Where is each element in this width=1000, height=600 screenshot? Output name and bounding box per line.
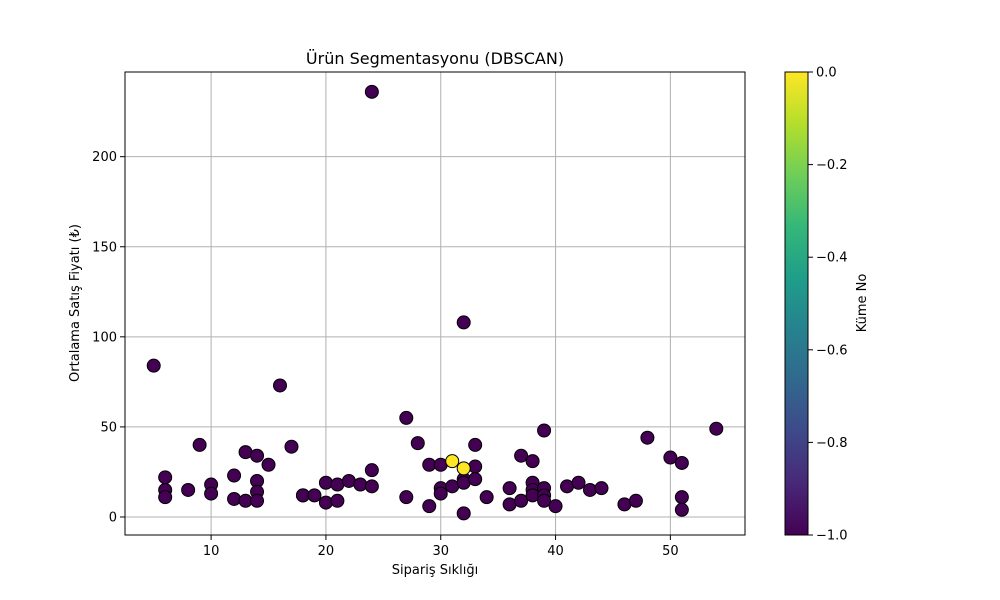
scatter-point xyxy=(583,482,597,497)
x-tick-label: 20 xyxy=(318,544,335,559)
y-axis-label: Ortalama Satış Fiyatı (₺) xyxy=(68,224,83,382)
x-tick-label: 40 xyxy=(547,544,564,559)
colorbar-ticks: 0.0 −0.2 −0.4 −0.6 −0.8 −1.0 xyxy=(808,66,848,544)
y-tick-label: 0 xyxy=(109,510,117,525)
scatter-point xyxy=(468,437,483,452)
scatter-point xyxy=(479,490,494,505)
grid-lines xyxy=(125,72,745,535)
scatter-point xyxy=(674,455,689,470)
chart-title: Ürün Segmentasyonu (DBSCAN) xyxy=(306,49,564,68)
y-tick-label: 150 xyxy=(92,240,117,255)
scatter-point xyxy=(353,477,368,492)
scatter-point xyxy=(227,468,242,483)
scatter-point xyxy=(537,493,552,508)
colorbar-tick-label: −0.4 xyxy=(816,251,848,266)
y-tick-label: 200 xyxy=(92,150,117,165)
colorbar-label: Küme No xyxy=(855,274,870,333)
scatter-points xyxy=(146,84,724,521)
scatter-point xyxy=(456,506,471,521)
scatter-point xyxy=(628,493,643,508)
scatter-point xyxy=(445,454,460,469)
plot-frame xyxy=(124,71,746,536)
scatter-point xyxy=(318,495,333,510)
scatter-point xyxy=(364,479,379,494)
colorbar-tick-label: 0.0 xyxy=(816,66,837,81)
scatter-point xyxy=(525,454,540,469)
scatter-point xyxy=(456,315,471,330)
scatter-point xyxy=(181,482,196,497)
scatter-point xyxy=(146,358,161,373)
scatter-point xyxy=(514,493,529,508)
scatter-point xyxy=(273,378,287,393)
scatter-point xyxy=(158,490,173,505)
colorbar xyxy=(784,71,809,536)
scatter-point xyxy=(399,490,414,505)
scatter-point xyxy=(192,437,207,452)
scatter-point xyxy=(307,488,322,503)
colorbar-tick-label: −0.8 xyxy=(816,436,848,451)
scatter-point xyxy=(663,450,678,465)
scatter-point xyxy=(674,490,689,505)
x-axis-label: Sipariş Sıklığı xyxy=(392,563,478,578)
y-axis-ticks: 0 50 100 150 200 xyxy=(92,150,125,525)
y-tick-label: 100 xyxy=(92,330,117,345)
x-tick-label: 10 xyxy=(203,544,220,559)
colorbar-tick-label: −0.6 xyxy=(816,343,848,358)
x-tick-label: 50 xyxy=(662,544,679,559)
scatter-point xyxy=(284,439,299,454)
scatter-point xyxy=(514,448,529,463)
scatter-point xyxy=(250,448,265,463)
colorbar-tick-label: −1.0 xyxy=(816,529,848,544)
scatter-point xyxy=(364,463,379,478)
scatter-point xyxy=(330,493,345,508)
scatter-point xyxy=(571,475,586,490)
scatter-point xyxy=(204,486,219,501)
scatter-point xyxy=(537,423,552,438)
scatter-point xyxy=(318,475,333,490)
scatter-point xyxy=(709,421,724,436)
scatter-point xyxy=(674,502,689,517)
scatter-point xyxy=(158,470,173,485)
scatter-point xyxy=(410,436,425,451)
scatter-point xyxy=(548,499,563,514)
x-axis-ticks: 10 20 30 40 50 xyxy=(203,535,679,559)
scatter-point xyxy=(364,84,379,99)
x-tick-label: 30 xyxy=(432,544,449,559)
colorbar-tick-label: −0.2 xyxy=(816,158,848,173)
scatter-point xyxy=(261,457,276,472)
scatter-point xyxy=(227,491,242,506)
scatter-point xyxy=(468,459,483,474)
scatter-point xyxy=(433,486,448,501)
scatter-point xyxy=(250,493,265,508)
scatter-point xyxy=(422,499,437,514)
scatter-point xyxy=(456,461,471,476)
scatter-point xyxy=(399,410,414,425)
scatter-point xyxy=(502,481,517,496)
scatter-point xyxy=(594,481,609,496)
scatter-point xyxy=(468,472,483,487)
scatter-point xyxy=(640,430,655,445)
y-tick-label: 50 xyxy=(100,420,117,435)
